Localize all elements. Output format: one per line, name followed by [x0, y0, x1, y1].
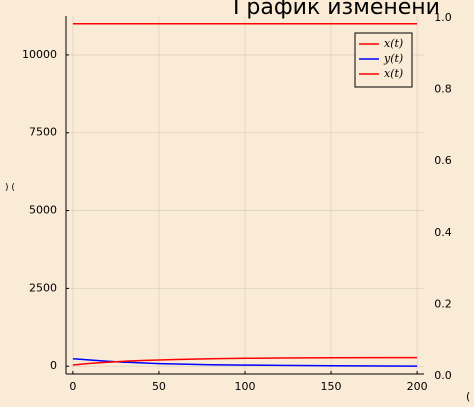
- right-y-tick-label: 0.8: [434, 83, 452, 96]
- chart-title: График изменени: [233, 0, 440, 20]
- left-axis-label: ) (: [5, 183, 15, 193]
- y-tick-label: 10000: [22, 48, 57, 61]
- bottom-cut-label: (: [466, 390, 470, 403]
- series-line-1: [72, 357, 418, 367]
- right-y-tick-label: 0.0: [434, 369, 452, 382]
- series-lines: [72, 23, 418, 367]
- right-axis-ticks: 0.0 0.2 0.4 0.6 0.8 1.0: [434, 11, 452, 382]
- legend: x(t) y(t) x(t): [354, 32, 413, 88]
- y-tick-label: 2500: [29, 281, 57, 294]
- x-tick-label: 50: [152, 380, 166, 393]
- tick-labels: 0 50 100 150 200 0 2500 5000 7500 10000: [22, 48, 428, 393]
- x-tick-label: 100: [235, 380, 256, 393]
- legend-label: y(t): [383, 52, 403, 65]
- y-tick-label: 7500: [29, 126, 57, 139]
- series-line-2: [72, 356, 418, 366]
- right-y-tick-label: 0.2: [434, 297, 452, 310]
- y-tick-label: 5000: [29, 204, 57, 217]
- axes: [65, 16, 424, 375]
- legend-label: x(t): [384, 67, 403, 80]
- legend-label: x(t): [384, 37, 403, 50]
- y-tick-label: 0: [50, 359, 57, 372]
- right-y-tick-label: 0.6: [434, 154, 452, 167]
- x-tick-label: 150: [321, 380, 342, 393]
- x-tick-label: 0: [69, 380, 76, 393]
- legend-box: [354, 32, 413, 88]
- right-y-tick-label: 1.0: [434, 11, 452, 24]
- right-y-tick-label: 0.4: [434, 226, 452, 239]
- x-tick-label: 200: [407, 380, 428, 393]
